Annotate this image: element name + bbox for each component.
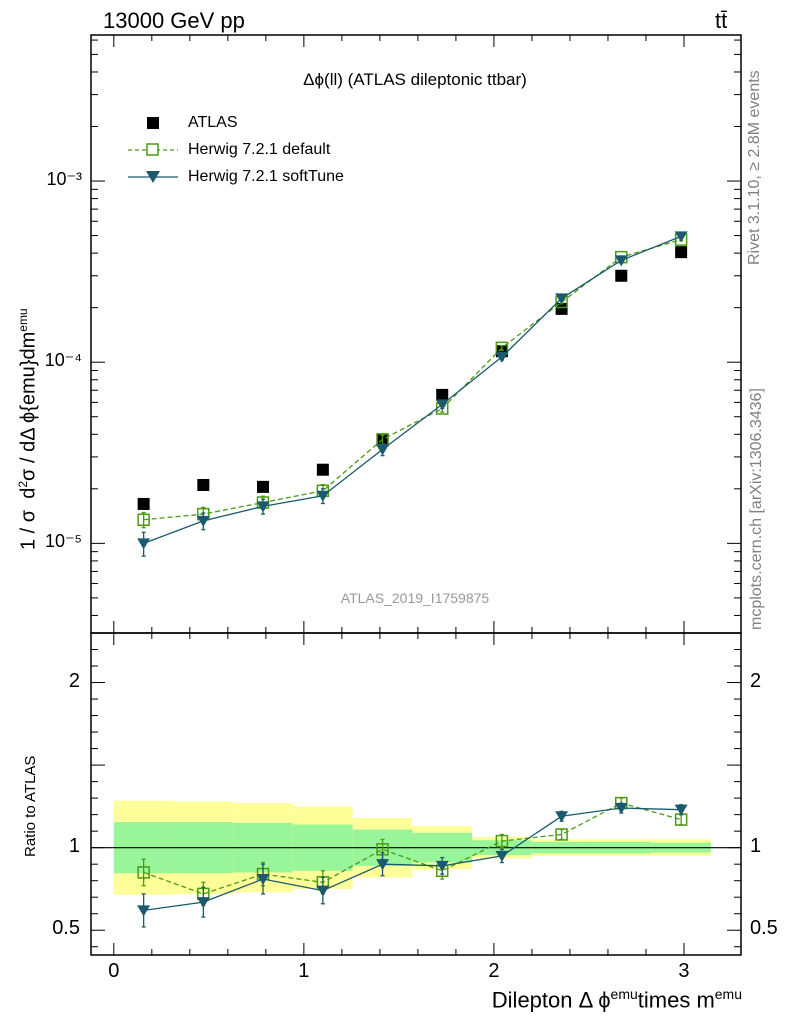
ratio-point-herwig-7-2-1-default: [495, 834, 509, 848]
legend-label-atlas: ATLAS: [188, 114, 238, 131]
legend-marker-herwig-softtune: [146, 171, 160, 183]
main-point-atlas: [257, 480, 270, 493]
main-point-herwig-7-2-1-default: [137, 513, 150, 526]
ratio-y-tick-label-right: 0.5: [750, 917, 778, 940]
x-tick-label: 3: [678, 960, 690, 982]
ratio-y-tick-label-right: 2: [750, 669, 762, 692]
main-point-herwig-7-2-1-softtune: [435, 399, 449, 411]
main-point-atlas: [615, 269, 628, 282]
ratio-point-herwig-7-2-1-softtune: [256, 874, 270, 886]
x-tick-label: 1: [298, 960, 310, 982]
ratio-point-herwig-7-2-1-softtune: [435, 860, 449, 872]
main-point-herwig-7-2-1-softtune: [555, 293, 569, 305]
ratio-y-tick-label-right: 1: [750, 834, 762, 857]
legend-label-herwig-default: Herwig 7.2.1 default: [188, 141, 331, 158]
legend: [128, 117, 178, 183]
analysis-watermark: ATLAS_2019_I1759875: [340, 590, 490, 606]
energy-label: 13000 GeV pp: [103, 8, 245, 33]
main-point-atlas: [316, 463, 329, 476]
mcplots-label: mcplots.cern.ch [arXiv:1306.3436]: [748, 388, 765, 630]
ratio-point-herwig-7-2-1-softtune: [495, 850, 509, 862]
ratio-line-herwig-7-2-1-softtune: [143, 807, 682, 912]
ratio-y-tick-label: 0.5: [52, 917, 80, 940]
chart-title: Δϕ(ll) (ATLAS dileptonic ttbar): [303, 70, 527, 89]
main-data-marks: [137, 231, 688, 557]
main-line-herwig-7-2-1-default: [143, 238, 682, 521]
ratio-point-herwig-7-2-1-softtune: [137, 905, 151, 917]
x-tick-label: 0: [108, 960, 120, 982]
legend-marker-herwig-default: [146, 143, 159, 156]
main-point-atlas: [137, 497, 150, 510]
main-point-herwig-7-2-1-softtune: [495, 351, 509, 363]
ratio-point-herwig-7-2-1-softtune: [555, 811, 569, 823]
ratio-axis-ticks: [91, 633, 741, 955]
main-point-atlas: [436, 388, 449, 401]
main-point-herwig-7-2-1-softtune: [256, 501, 270, 513]
ratio-point-herwig-7-2-1-default: [137, 866, 150, 879]
ratio-data-marks: [137, 796, 688, 928]
main-point-herwig-7-2-1-softtune: [614, 255, 628, 267]
x-tick-label: 2: [488, 960, 500, 982]
main-y-tick-label: 10⁻⁴: [44, 350, 82, 371]
ratio-y-tick-label: 2: [68, 669, 80, 692]
main-point-atlas: [555, 302, 568, 315]
main-point-herwig-7-2-1-softtune: [196, 515, 210, 527]
main-y-tick-label: 10⁻⁵: [45, 531, 82, 552]
ratio-point-herwig-7-2-1-softtune: [376, 859, 390, 871]
rivet-label: Rivet 3.1.10, ≥ 2.8M events: [746, 70, 763, 265]
main-point-herwig-7-2-1-softtune: [137, 538, 151, 550]
main-y-axis-label: 1 / σ d2σ / dΔ ϕ{emu}dmemu: [16, 308, 40, 550]
ratio-panel-frame: [90, 632, 742, 956]
ratio-point-herwig-7-2-1-softtune: [316, 885, 330, 897]
main-line-herwig-7-2-1-softtune: [143, 235, 682, 544]
main-point-atlas: [197, 478, 210, 491]
ratio-y-axis-label: Ratio to ATLAS: [22, 755, 39, 857]
main-point-herwig-7-2-1-softtune: [376, 444, 390, 456]
process-label: tt̄: [715, 8, 728, 33]
main-point-herwig-7-2-1-softtune: [674, 231, 688, 243]
legend-marker-atlas: [147, 117, 159, 129]
ratio-point-herwig-7-2-1-softtune: [674, 804, 688, 816]
main-y-tick-label: 10⁻³: [46, 169, 82, 190]
ratio-point-herwig-7-2-1-softtune: [614, 803, 628, 815]
main-point-herwig-7-2-1-softtune: [316, 490, 330, 502]
main-axis-ticks: [91, 35, 741, 633]
ratio-point-herwig-7-2-1-softtune: [196, 897, 210, 909]
x-axis-label: Dilepton Δ ϕemutimes memu: [491, 986, 742, 1013]
main-point-atlas: [675, 246, 688, 259]
ratio-y-tick-label: 1: [68, 834, 80, 857]
ratio-point-herwig-7-2-1-default: [555, 828, 568, 841]
legend-label-herwig-softtune: Herwig 7.2.1 softTune: [188, 168, 344, 185]
